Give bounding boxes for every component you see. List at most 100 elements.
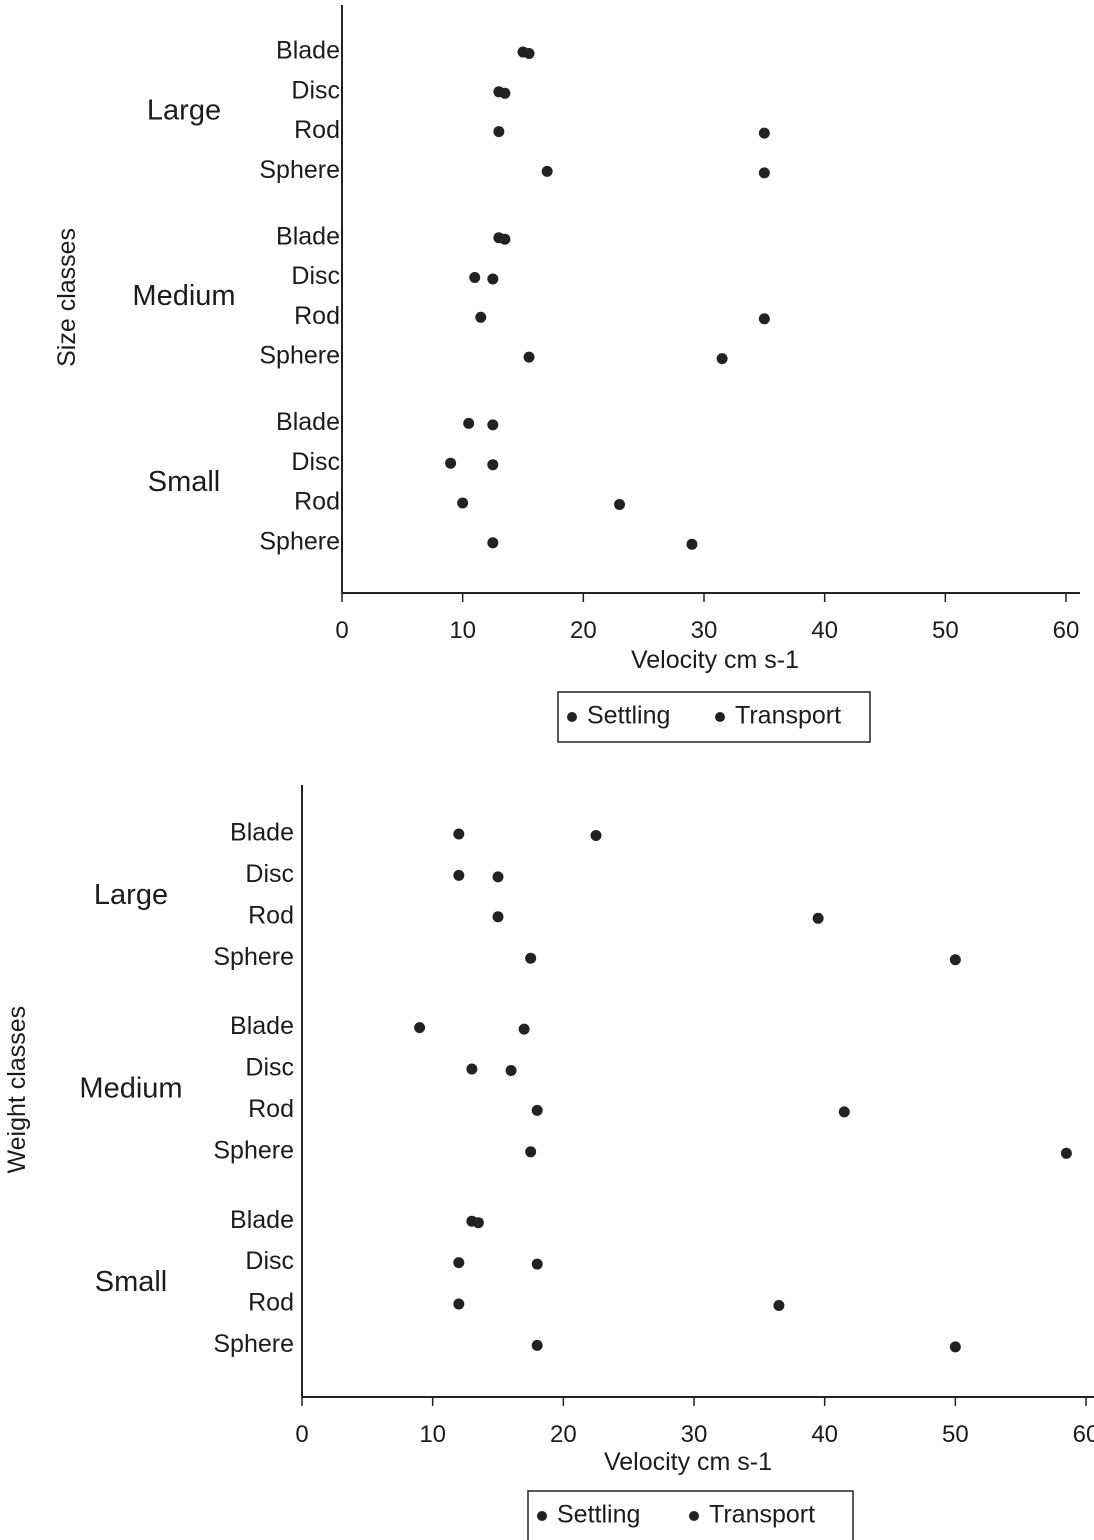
category-label: Disc <box>291 262 340 290</box>
settling-point <box>469 272 481 283</box>
legend-box <box>557 691 871 743</box>
transport-point <box>499 87 511 99</box>
transport-point <box>716 353 728 365</box>
settling-point <box>466 1063 478 1075</box>
category-label: Disc <box>291 448 340 476</box>
settling-point <box>531 1104 543 1116</box>
category-label: Rod <box>248 901 294 929</box>
category-label: Rod <box>248 1289 294 1317</box>
settling-point <box>463 417 475 429</box>
settling-point <box>523 351 535 363</box>
x-tick-label: 60 <box>1073 1421 1094 1448</box>
x-tick-label: 0 <box>335 617 348 644</box>
x-axis-title: Velocity cm s-1 <box>631 646 799 674</box>
legend-marker <box>567 712 577 722</box>
settling-point <box>492 911 504 923</box>
transport-point <box>531 1258 543 1270</box>
settling-point <box>541 165 553 177</box>
x-axis-title: Velocity cm s-1 <box>604 1448 772 1476</box>
category-label: Rod <box>294 116 340 144</box>
category-label: Disc <box>291 76 340 104</box>
category-label: Disc <box>245 1247 294 1275</box>
legend-label: Settling <box>557 1501 640 1529</box>
transport-point <box>487 459 499 471</box>
transport-point <box>590 830 602 841</box>
legend-label: Transport <box>735 702 841 730</box>
category-label: Blade <box>230 819 294 847</box>
transport-point <box>614 499 626 510</box>
settling-point <box>453 1257 465 1269</box>
transport-point <box>758 167 770 179</box>
transport-point <box>499 233 511 245</box>
category-label: Blade <box>276 222 340 250</box>
legend: Settling Transport <box>527 1490 854 1540</box>
x-tick-label: 10 <box>449 617 476 644</box>
legend-marker <box>537 1511 547 1521</box>
transport-point <box>523 48 535 59</box>
transport-point <box>812 912 824 924</box>
category-label: Rod <box>294 488 340 516</box>
chart-1: 0 10 20 30 40 50 60 Velocity cm s-1 Size classes… <box>53 5 1080 743</box>
legend-label: Transport <box>709 1501 815 1529</box>
group-label: Large <box>147 94 221 126</box>
legend-marker <box>715 712 725 722</box>
settling-point <box>493 126 505 138</box>
x-tick-label: 50 <box>932 617 959 644</box>
category-label: Sphere <box>259 156 340 184</box>
group-label: Medium <box>79 1072 182 1104</box>
legend-marker <box>689 1511 699 1521</box>
x-tick-label: 20 <box>550 1421 577 1448</box>
transport-point <box>472 1217 484 1229</box>
transport-point <box>518 1023 530 1035</box>
transport-point <box>758 313 770 325</box>
transport-point <box>838 1106 850 1118</box>
x-tick-label: 40 <box>811 617 838 644</box>
transport-point <box>773 1300 785 1311</box>
group-label: Medium <box>132 280 235 312</box>
category-label: Sphere <box>259 342 340 370</box>
legend-label: Settling <box>587 702 670 730</box>
transport-point <box>949 954 961 966</box>
settling-point <box>445 457 457 469</box>
category-label: Sphere <box>259 527 340 555</box>
settling-point <box>475 311 487 323</box>
transport-point <box>487 419 499 431</box>
category-label: Disc <box>245 860 294 888</box>
settling-point <box>453 869 465 881</box>
transport-point <box>492 871 504 883</box>
x-tick-label: 30 <box>691 617 718 644</box>
settling-point <box>487 537 499 549</box>
transport-point <box>758 127 770 139</box>
category-label: Sphere <box>213 1330 294 1358</box>
transport-point <box>505 1065 517 1076</box>
transport-point <box>686 538 698 550</box>
settling-point <box>453 828 465 840</box>
transport-point <box>949 1341 961 1353</box>
y-axis-title: Size classes <box>53 228 81 367</box>
settling-point <box>457 497 469 509</box>
x-tick-label: 0 <box>295 1421 308 1448</box>
settling-point <box>414 1022 426 1034</box>
x-tick-label: 60 <box>1053 617 1080 644</box>
transport-point <box>487 273 499 285</box>
transport-point <box>1060 1147 1072 1159</box>
settling-point <box>525 952 537 964</box>
x-tick-label: 40 <box>811 1421 838 1448</box>
category-label: Rod <box>248 1095 294 1123</box>
chart-2: 0 10 20 30 40 50 60 Velocity cm s-1 Weight class… <box>3 785 1094 1540</box>
x-tick-label: 30 <box>681 1421 708 1448</box>
category-label: Blade <box>230 1012 294 1040</box>
x-tick-label: 50 <box>942 1421 969 1448</box>
category-label: Blade <box>276 37 340 65</box>
x-tick-label: 20 <box>570 617 597 644</box>
settling-point <box>453 1298 465 1310</box>
y-axis-title: Weight classes <box>3 1006 31 1174</box>
group-label: Small <box>95 1266 168 1298</box>
x-tick-label: 10 <box>419 1421 446 1448</box>
category-label: Sphere <box>213 943 294 971</box>
settling-point <box>525 1146 537 1158</box>
category-label: Rod <box>294 302 340 330</box>
category-label: Blade <box>276 408 340 436</box>
category-label: Disc <box>245 1054 294 1082</box>
